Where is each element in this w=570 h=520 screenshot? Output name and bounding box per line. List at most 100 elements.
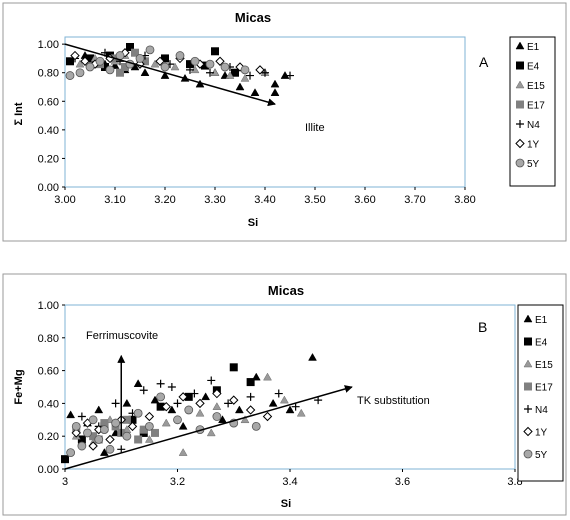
chart-b-tk-arrow bbox=[64, 385, 353, 470]
data-point-n4 bbox=[111, 399, 120, 408]
x-tick-label: 3.2 bbox=[170, 476, 185, 488]
chart-a-plot-area bbox=[64, 36, 466, 188]
legend-label-e1: E1 bbox=[535, 315, 548, 326]
data-point-1y bbox=[70, 50, 80, 61]
data-point-e1 bbox=[234, 405, 244, 414]
x-tick-label: 3.40 bbox=[254, 194, 275, 206]
data-point-e1 bbox=[140, 68, 150, 76]
data-point-n4 bbox=[291, 402, 300, 411]
data-point-e17 bbox=[116, 68, 124, 77]
data-point-n4 bbox=[207, 376, 216, 385]
data-point-n4 bbox=[77, 412, 86, 421]
data-point-e17 bbox=[141, 57, 149, 66]
chart-b-title: Micas bbox=[268, 283, 304, 298]
data-point-e1 bbox=[178, 421, 188, 430]
chart-a-xlabel: Si bbox=[248, 217, 258, 229]
data-point-1y bbox=[161, 401, 171, 412]
data-point-5y bbox=[240, 65, 250, 75]
legend-label-n4: N4 bbox=[527, 120, 540, 131]
data-point-5y bbox=[145, 45, 155, 55]
x-tick-label: 3.4 bbox=[282, 476, 297, 488]
data-point-e17 bbox=[121, 63, 129, 71]
chart-a-ylabel: Σ Int bbox=[13, 102, 25, 125]
chart-a-legend-items: E1 E4 E15 E17 N4 1Y 5Y bbox=[515, 41, 545, 170]
y-tick-label: 0.60 bbox=[38, 96, 59, 108]
legend-marker-e17 bbox=[524, 382, 532, 391]
data-point-e17 bbox=[100, 419, 109, 428]
data-point-e1 bbox=[160, 71, 170, 79]
x-tick-label: 3.20 bbox=[154, 194, 175, 206]
legend-label-e15: E15 bbox=[535, 360, 553, 371]
data-point-5y bbox=[99, 425, 109, 435]
chart-b-xlabel: Si bbox=[281, 498, 291, 510]
data-point-5y bbox=[220, 62, 230, 72]
data-point-1y bbox=[215, 56, 225, 66]
data-point-e1 bbox=[66, 410, 76, 419]
data-point-e15 bbox=[206, 428, 216, 437]
y-tick-label: 0.80 bbox=[38, 68, 59, 80]
data-point-e4 bbox=[86, 54, 94, 63]
y-tick-label: 0.60 bbox=[38, 366, 59, 378]
data-point-5y bbox=[184, 405, 194, 415]
data-point-5y bbox=[190, 56, 200, 66]
y-tick-label: 0.20 bbox=[38, 153, 59, 165]
chart-a-x-ticks: 3.00 3.10 3.20 3.30 3.40 3.50 3.60 3.70 3.80 bbox=[54, 187, 476, 206]
data-point-e17 bbox=[122, 415, 131, 424]
legend-marker-e1 bbox=[523, 314, 533, 323]
data-point-5y bbox=[111, 418, 121, 428]
data-point-1y bbox=[80, 56, 90, 66]
data-point-e15 bbox=[296, 408, 306, 417]
legend-label-e4: E4 bbox=[535, 338, 548, 349]
data-point-1y bbox=[155, 56, 165, 66]
data-point-5y bbox=[135, 54, 145, 63]
data-point-e15 bbox=[240, 73, 250, 82]
data-point-5y bbox=[77, 441, 87, 451]
data-point-e1 bbox=[270, 79, 280, 88]
data-point-e1 bbox=[285, 405, 295, 414]
data-point-1y bbox=[88, 441, 98, 451]
legend-label-5y: 5Y bbox=[535, 450, 548, 461]
chart-panel-b: Micas B Fe+Mg Si 0.00 0.20 0.40 0.60 0.80 1.0… bbox=[2, 273, 567, 516]
data-point-e15 bbox=[195, 408, 205, 417]
data-point-n4 bbox=[224, 399, 233, 408]
x-tick-label: 3.10 bbox=[104, 194, 125, 206]
chart-a-illite-label: Illite bbox=[305, 122, 325, 134]
data-point-e15 bbox=[144, 434, 154, 443]
data-point-5y bbox=[85, 62, 95, 72]
legend-marker-1y bbox=[523, 426, 533, 437]
data-point-n4 bbox=[206, 68, 214, 77]
chart-b-panel-label: B bbox=[478, 319, 487, 335]
data-point-e4 bbox=[66, 57, 74, 66]
data-point-e4 bbox=[229, 363, 238, 372]
data-point-n4 bbox=[246, 392, 255, 401]
data-point-5y bbox=[175, 51, 185, 60]
data-point-5y bbox=[105, 65, 115, 75]
data-point-n4 bbox=[274, 389, 283, 398]
legend-marker-5y bbox=[515, 158, 525, 168]
data-point-e1 bbox=[122, 398, 132, 407]
data-point-e4 bbox=[246, 378, 255, 387]
data-point-1y bbox=[262, 411, 273, 422]
legend-label-e17: E17 bbox=[535, 383, 553, 394]
data-point-e4 bbox=[156, 402, 165, 411]
legend-marker-e15 bbox=[515, 80, 525, 89]
legend-label-n4: N4 bbox=[535, 405, 548, 416]
x-tick-label: 3.00 bbox=[54, 194, 75, 206]
x-tick-label: 3.60 bbox=[354, 194, 375, 206]
data-point-5y bbox=[212, 412, 222, 421]
data-point-5y bbox=[160, 62, 170, 72]
data-point-e1 bbox=[308, 352, 317, 361]
data-point-e17 bbox=[89, 432, 98, 441]
legend-label-e4: E4 bbox=[527, 62, 540, 73]
data-point-1y bbox=[144, 411, 155, 422]
data-point-n4 bbox=[173, 399, 182, 408]
data-point-1y bbox=[212, 388, 222, 399]
data-point-1y bbox=[255, 65, 265, 75]
data-point-1y bbox=[178, 392, 188, 402]
data-point-5y bbox=[88, 415, 98, 425]
chart-b-ylabel: Fe+Mg bbox=[13, 369, 25, 404]
data-point-n4 bbox=[246, 71, 254, 80]
data-point-e15 bbox=[212, 402, 222, 410]
data-point-e1 bbox=[150, 395, 160, 404]
